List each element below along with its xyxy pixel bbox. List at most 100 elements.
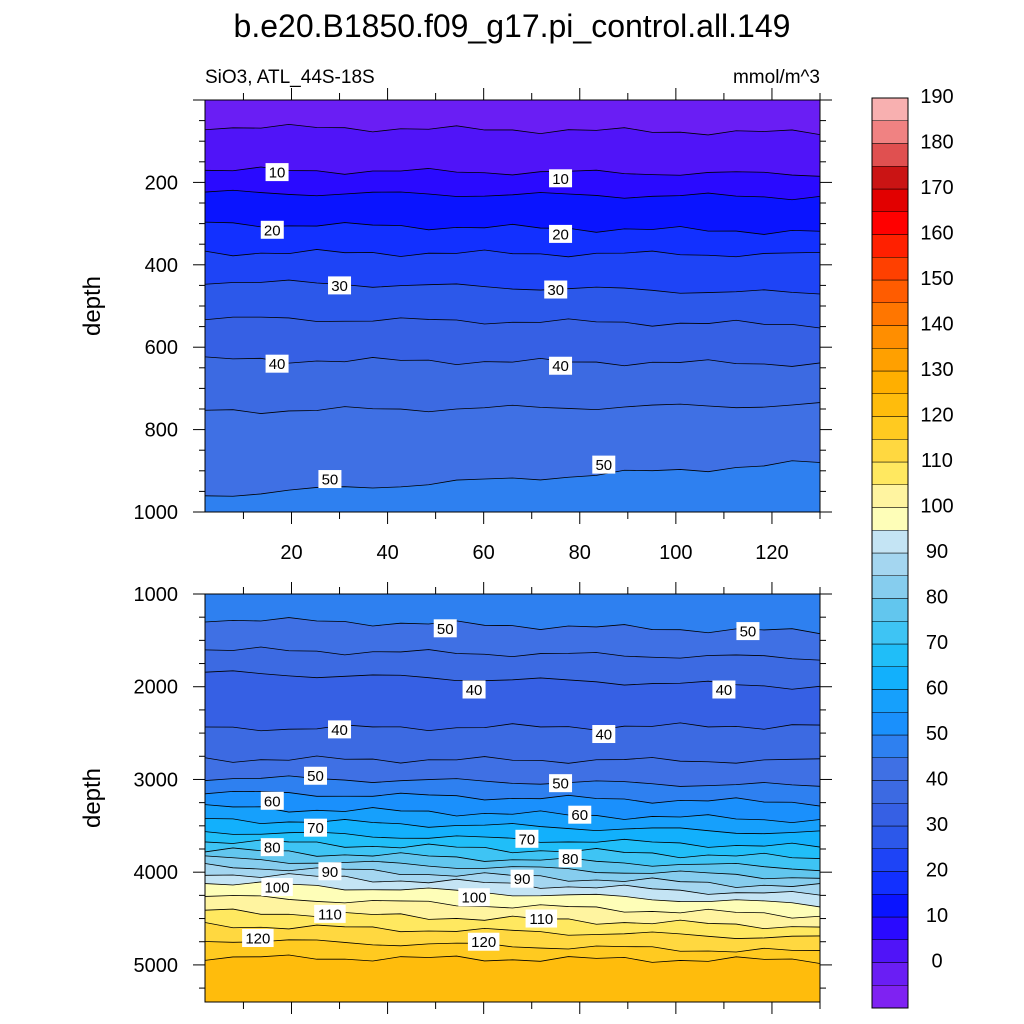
colorbar-segment xyxy=(871,530,909,554)
x-tick-label: 60 xyxy=(473,542,495,564)
colorbar-segment xyxy=(871,643,909,667)
contour-label-box xyxy=(592,725,616,744)
contour-line xyxy=(205,895,820,919)
colorbar-segment xyxy=(871,712,909,736)
colorbar-segment xyxy=(871,780,909,804)
colorbar-segment xyxy=(871,97,909,121)
contour-label: 100 xyxy=(462,890,487,907)
contour-label: 50 xyxy=(552,776,569,793)
contour-line xyxy=(205,617,820,635)
contour-label-box xyxy=(328,276,352,295)
contour-label-box xyxy=(260,838,284,857)
contour-label-box xyxy=(318,470,342,489)
contour-line xyxy=(205,804,820,824)
contour-label: 110 xyxy=(318,906,342,923)
contour-label-box xyxy=(549,356,573,375)
contour-line xyxy=(205,722,820,732)
contour-label-box xyxy=(462,680,486,699)
contour-label: 70 xyxy=(519,831,536,848)
contour-label-box xyxy=(525,909,558,928)
contour-label-box xyxy=(318,862,342,881)
contour-label: 60 xyxy=(571,807,588,824)
contour-label: 120 xyxy=(245,931,270,948)
contour-line xyxy=(205,646,820,661)
colorbar-segment xyxy=(871,120,909,144)
contour-label: 20 xyxy=(552,226,569,243)
y-axis-label: depth xyxy=(79,276,106,336)
contour-label-box xyxy=(265,163,289,182)
contour-line xyxy=(205,249,820,258)
contour-label: 40 xyxy=(269,356,286,373)
x-tick-label: 40 xyxy=(376,542,398,564)
contour-line xyxy=(205,356,820,367)
y-tick-label: 1000 xyxy=(134,502,179,524)
contour-line xyxy=(205,402,820,414)
y-tick-label: 4000 xyxy=(134,862,179,884)
contour-line xyxy=(205,189,820,201)
colorbar-segment xyxy=(871,734,909,758)
colorbar-segment xyxy=(871,348,909,372)
plot-frame xyxy=(204,593,821,1003)
contour-label-box xyxy=(242,929,274,948)
contour-label: 110 xyxy=(529,911,553,928)
contour-label: 90 xyxy=(514,871,531,888)
contour-line xyxy=(205,847,820,872)
contour-label: 50 xyxy=(740,624,757,641)
x-tick-label: 80 xyxy=(569,542,591,564)
colorbar-label: 70 xyxy=(926,632,948,654)
contour-label-box xyxy=(467,932,500,951)
contour-label-box xyxy=(549,774,573,793)
contour-line xyxy=(205,839,820,859)
colorbar: 0 10 20 30 40 50 60 70 80 90 100 110 120 130 140 150 160… xyxy=(871,86,954,1009)
chart-title: b.e20.B1850.f09_g17.pi_control.all.149 xyxy=(234,8,791,44)
contour-line xyxy=(205,791,820,807)
contour-label-box xyxy=(260,220,284,239)
contour-fill-layer xyxy=(205,100,820,512)
x-tick-label: 100 xyxy=(659,542,692,564)
y-tick-label: 3000 xyxy=(134,769,179,791)
contour-label-box xyxy=(261,878,293,897)
colorbar-segment xyxy=(871,279,909,303)
contour-label: 50 xyxy=(595,457,612,474)
y-tick-label: 200 xyxy=(145,172,178,194)
colorbar-segment xyxy=(871,962,909,986)
colorbar-segment xyxy=(871,825,909,849)
contour-line xyxy=(205,922,820,939)
colorbar-label: 180 xyxy=(920,132,953,154)
contour-label-box xyxy=(433,619,457,638)
colorbar-segment xyxy=(871,916,909,940)
x-tick-label: 120 xyxy=(755,542,788,564)
contour-label-box xyxy=(549,224,573,243)
contour-line xyxy=(205,954,820,964)
contour-label: 100 xyxy=(265,880,290,897)
colorbar-label: 120 xyxy=(920,405,953,427)
contour-label-box xyxy=(328,720,352,739)
colorbar-segment xyxy=(871,234,909,258)
colorbar-segment xyxy=(871,143,909,167)
colorbar-segment xyxy=(871,848,909,872)
contour-label-box xyxy=(314,904,346,923)
y-tick-label: 1000 xyxy=(134,584,179,606)
colorbar-segment xyxy=(871,689,909,713)
colorbar-label: 0 xyxy=(931,951,942,973)
colorbar-label: 80 xyxy=(926,587,948,609)
contour-line xyxy=(205,123,820,136)
contour-label-box xyxy=(458,888,490,907)
contour-line xyxy=(205,166,820,177)
colorbar-segment xyxy=(871,484,909,508)
contour-label: 50 xyxy=(307,768,324,785)
colorbar-segment xyxy=(871,416,909,440)
contour-label: 60 xyxy=(264,793,281,810)
colorbar-segment xyxy=(871,757,909,781)
contour-label-box xyxy=(592,455,616,474)
contour-label-box xyxy=(304,818,328,837)
colorbar-segment xyxy=(871,894,909,918)
y-axis-label: depth xyxy=(79,768,106,828)
y-tick-label: 400 xyxy=(145,255,178,277)
contour-line xyxy=(205,755,820,764)
contour-line xyxy=(205,855,820,880)
colorbar-segment xyxy=(871,575,909,599)
colorbar-segment xyxy=(871,393,909,417)
contour-label: 80 xyxy=(562,851,579,868)
